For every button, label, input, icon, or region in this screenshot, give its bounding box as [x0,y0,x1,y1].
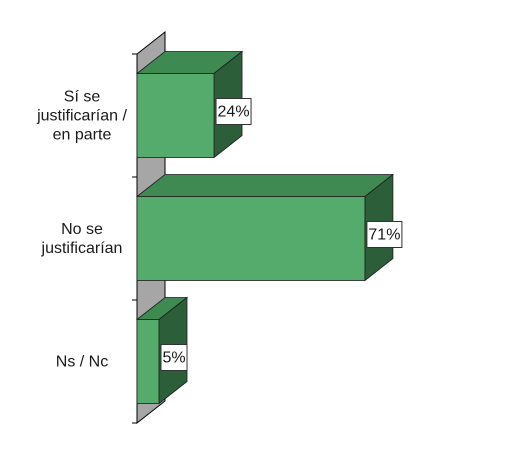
category-label-line: No se [61,221,103,238]
value-label: 71% [368,227,400,244]
bar-front-face [136,319,160,404]
category-label: Ns / Nc [56,354,108,371]
category-label-line: justificarían [41,240,123,257]
value-label: 24% [218,104,250,121]
category-label: Sí se justificarían / en parte [36,89,127,144]
category-label-line: justificarían / [36,108,127,125]
bar-front-face [136,196,366,281]
value-label-box [160,344,188,371]
category-label-line: Ns / Nc [56,354,108,371]
bar-front-face [136,73,215,158]
bars [135,50,395,405]
bar-0 [135,50,244,159]
category-label-line: Sí se [64,89,101,106]
category-label: No se justificarían [41,221,123,257]
labels: 24% Sí se justificarían / en parte 71% No se j… [36,89,403,371]
value-label-box [215,98,252,125]
bar-top-face [135,174,395,197]
value-label-box [366,221,403,248]
bar-1 [135,173,395,282]
category-axis [132,53,138,424]
category-label-line: en parte [53,127,112,144]
value-label: 5% [162,350,185,367]
